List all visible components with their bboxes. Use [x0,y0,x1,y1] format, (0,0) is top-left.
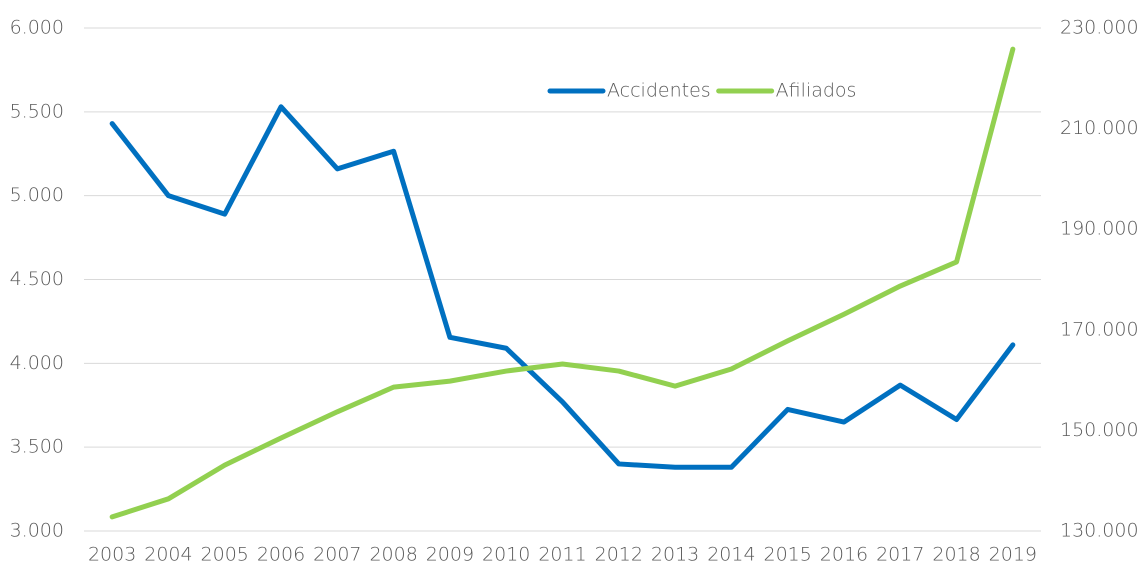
x-tick-label: 2004 [144,544,192,565]
y2-tick-label: 210.000 [1060,117,1139,139]
x-tick-label: 2006 [257,544,305,565]
y2-tick-label: 170.000 [1060,318,1139,340]
x-tick-label: 2007 [313,544,361,565]
x-tick-label: 2005 [201,544,249,565]
y-tick-label: 4.500 [10,268,64,290]
y-tick-label: 5.500 [10,100,64,122]
x-tick-label: 2008 [369,544,417,565]
x-tick-label: 2018 [932,544,980,565]
y-tick-label: 6.000 [10,17,64,39]
x-tick-label: 2019 [989,544,1037,565]
x-tick-label: 2013 [651,544,699,565]
x-tick-label: 2017 [876,544,924,565]
line-series [109,104,1016,470]
y2-tick-label: 190.000 [1060,218,1139,240]
x-tick-label: 2016 [820,544,868,565]
x-tick-label: 2011 [538,544,586,565]
line-series [109,46,1016,520]
y2-tick-label: 230.000 [1060,17,1139,39]
x-tick-label: 2003 [88,544,136,565]
y-tick-label: 5.000 [10,184,64,206]
x-tick-label: 2015 [763,544,811,565]
x-tick-label: 2012 [595,544,643,565]
y2-tick-label: 150.000 [1060,419,1139,441]
legend-label: Accidentes [607,80,711,102]
y-tick-label: 3.500 [10,436,64,458]
y2-tick-label: 130.000 [1060,520,1139,542]
x-tick-label: 2010 [482,544,530,565]
x-tick-label: 2014 [707,544,755,565]
x-tick-label: 2009 [426,544,474,565]
y-tick-label: 4.000 [10,352,64,374]
y-tick-label: 3.000 [10,520,64,542]
legend-label: Afiliados [776,80,857,102]
